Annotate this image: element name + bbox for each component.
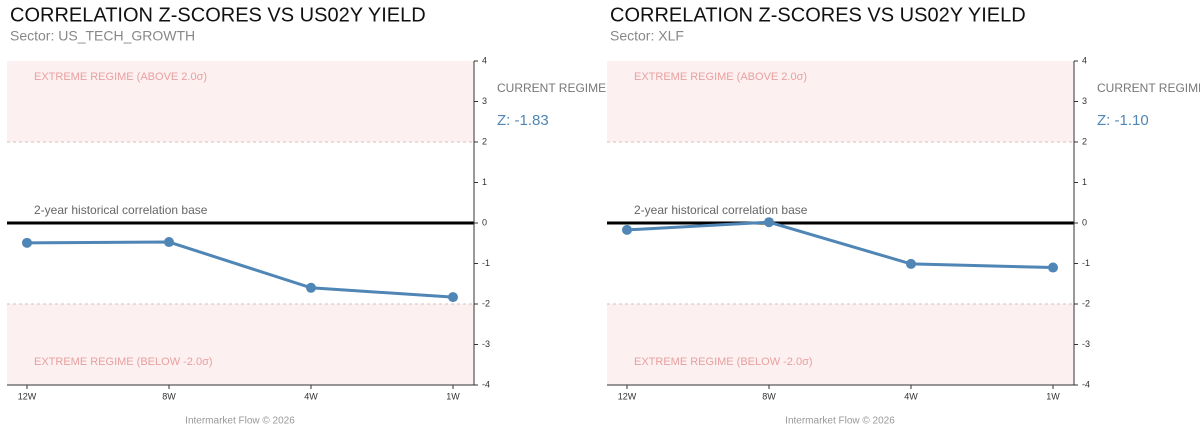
reference-label: 2-year historical correlation base xyxy=(634,203,808,217)
y-tick-label: 1 xyxy=(1082,177,1087,187)
reference-label: 2-year historical correlation base xyxy=(34,203,208,217)
y-tick-label: -1 xyxy=(1082,258,1090,268)
footer: Intermarket Flow © 2026 xyxy=(785,416,895,427)
y-tick-label: -1 xyxy=(482,258,490,268)
regime-band xyxy=(607,304,1074,385)
point xyxy=(622,224,632,235)
x-tick-label: 12W xyxy=(618,391,637,401)
regime-band xyxy=(7,304,474,385)
regime-band xyxy=(7,61,474,142)
band-label: EXTREME REGIME (BELOW -2.0σ) xyxy=(34,356,213,368)
band-label: EXTREME REGIME (ABOVE 2.0σ) xyxy=(34,71,207,83)
y-tick-label: -4 xyxy=(1082,379,1090,389)
series-line xyxy=(26,240,454,299)
chart-title: CORRELATION Z-SCORES VS US02Y YIELD xyxy=(10,4,426,26)
x-tick-label: 1W xyxy=(1046,391,1060,401)
side-value: Z: -1.83 xyxy=(497,112,549,129)
point xyxy=(906,258,916,269)
y-tick-label: 1 xyxy=(482,177,487,187)
y-tick-label: -4 xyxy=(482,379,490,389)
y-tick-label: 2 xyxy=(1082,136,1087,146)
point xyxy=(1048,262,1058,273)
point xyxy=(164,237,174,248)
series-line xyxy=(626,220,1054,270)
chart-subtitle: Sector: XLF xyxy=(610,28,684,44)
regime-band xyxy=(607,61,1074,142)
y-tick-label: 0 xyxy=(1082,217,1087,227)
point xyxy=(448,292,458,303)
y-tick-label: -2 xyxy=(1082,298,1090,308)
point xyxy=(306,282,316,293)
y-tick-label: 4 xyxy=(482,55,487,65)
x-tick-label: 8W xyxy=(762,391,776,401)
y-tick-label: 3 xyxy=(482,96,487,106)
y-tick-label: 4 xyxy=(1082,55,1087,65)
band-label: EXTREME REGIME (ABOVE 2.0σ) xyxy=(634,71,807,83)
band-label: EXTREME REGIME (BELOW -2.0σ) xyxy=(634,356,813,368)
side-title: CURRENT REGIME xyxy=(497,81,606,95)
y-tick-label: -2 xyxy=(482,298,490,308)
y-tick-label: -3 xyxy=(1082,339,1090,349)
chart-title: CORRELATION Z-SCORES VS US02Y YIELD xyxy=(610,4,1026,26)
x-tick-label: 8W xyxy=(162,391,176,401)
side-title: CURRENT REGIME xyxy=(1097,81,1200,95)
y-tick-label: 0 xyxy=(482,217,487,227)
x-tick-label: 12W xyxy=(18,391,37,401)
y-tick-label: -3 xyxy=(482,339,490,349)
x-tick-label: 4W xyxy=(904,391,918,401)
x-tick-label: 1W xyxy=(446,391,460,401)
y-tick-label: 3 xyxy=(1082,96,1087,106)
side-value: Z: -1.10 xyxy=(1097,112,1149,129)
x-tick-label: 4W xyxy=(304,391,318,401)
footer: Intermarket Flow © 2026 xyxy=(185,416,295,427)
point xyxy=(764,217,774,228)
y-tick-label: 2 xyxy=(482,136,487,146)
chart-subtitle: Sector: US_TECH_GROWTH xyxy=(10,28,195,44)
point xyxy=(22,237,32,248)
